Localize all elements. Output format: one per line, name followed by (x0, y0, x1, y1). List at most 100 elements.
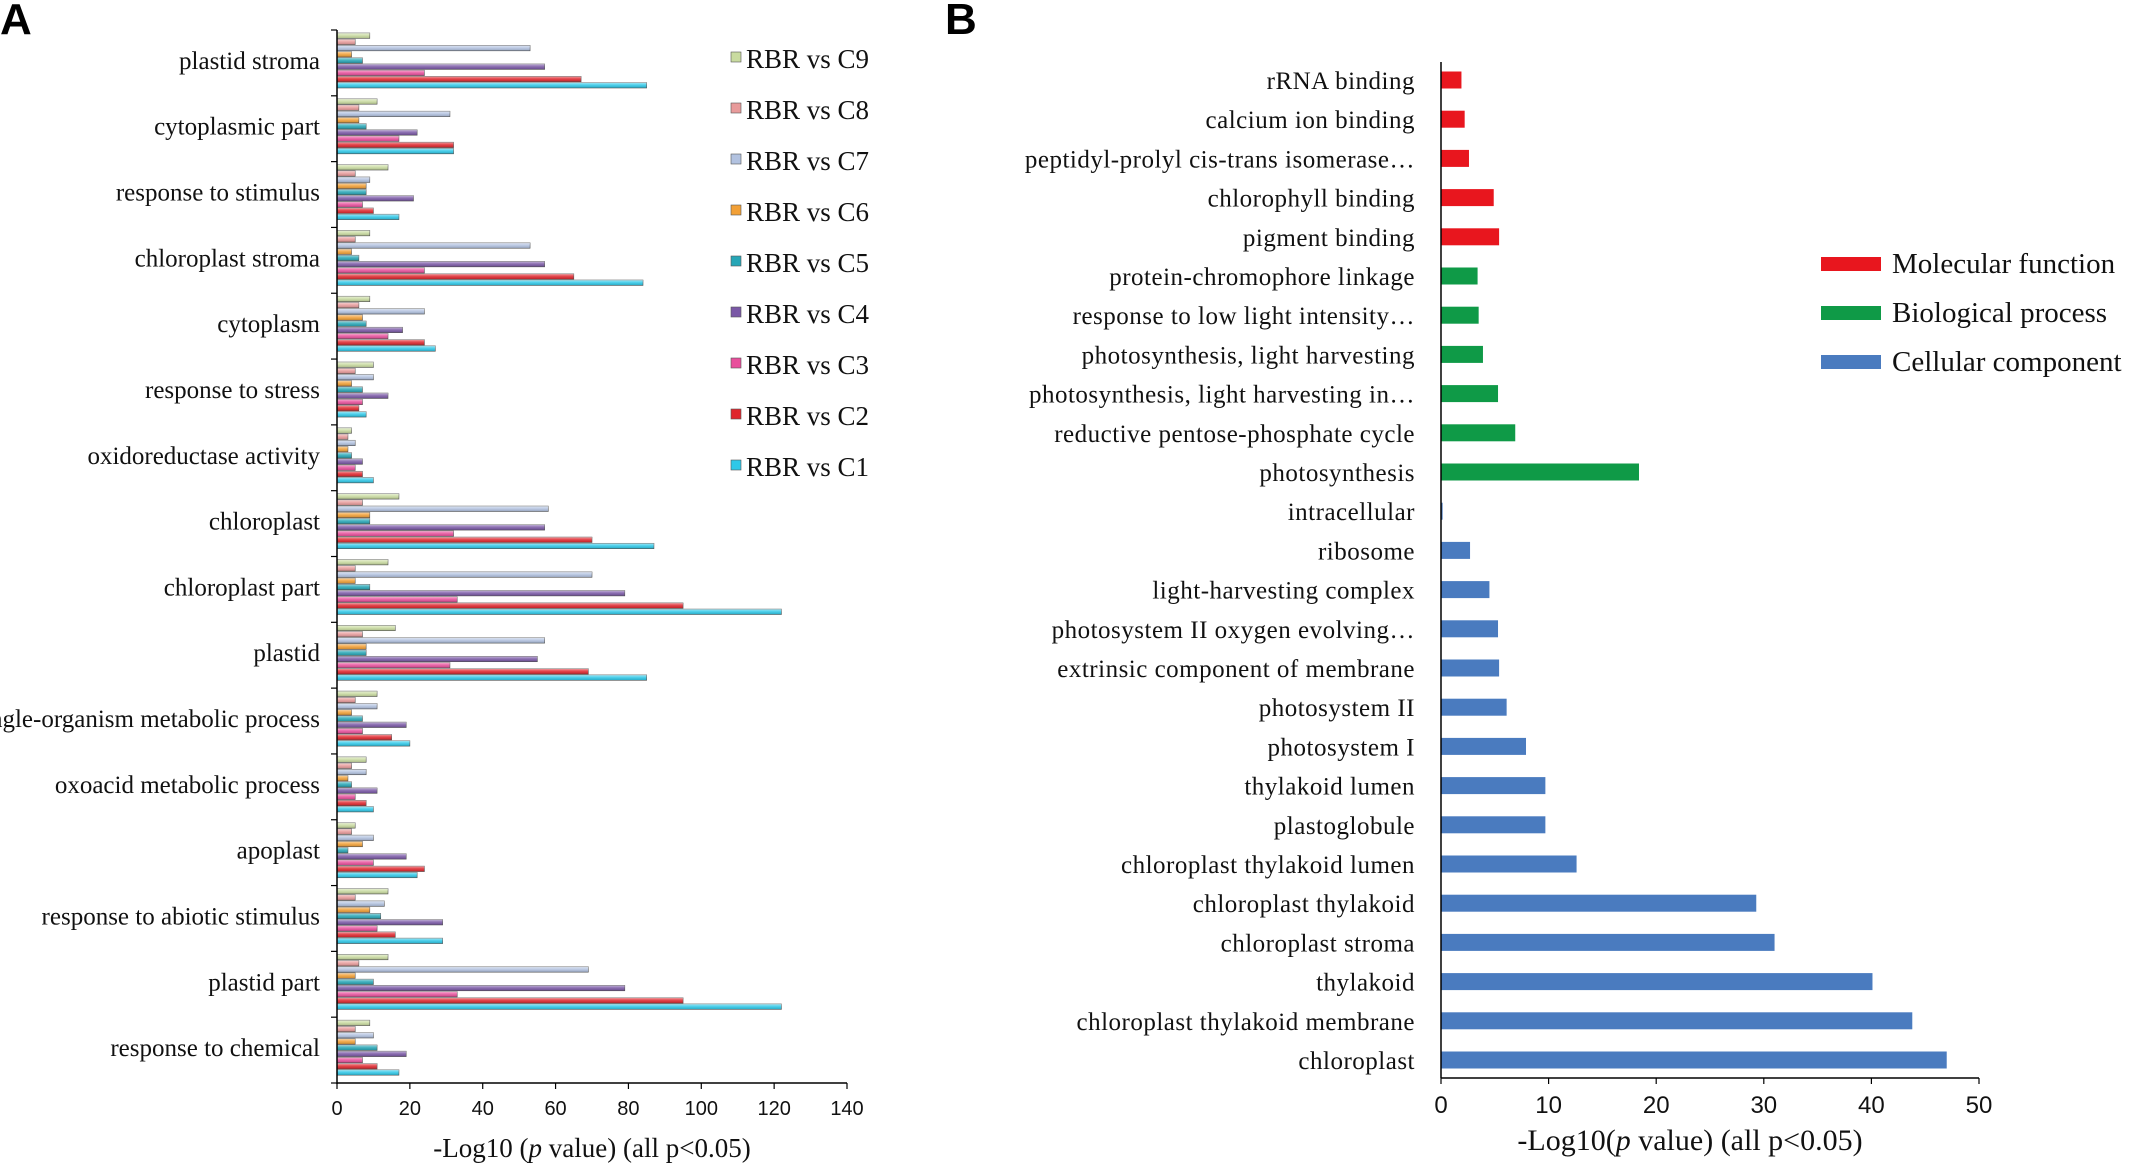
a-category-response-to-stimulus: response to stimulus (116, 164, 414, 220)
a-category-cytoplasm: cytoplasm (217, 295, 436, 352)
a-bar-highlight (337, 822, 356, 829)
a-bar-highlight (337, 722, 407, 728)
a-bar-highlight (337, 691, 378, 697)
a-bar-highlight (337, 602, 684, 609)
b-x-tick-label: 10 (1535, 1092, 1562, 1119)
b-row-peptidyl-prolyl-cis-trans-isomerase: peptidyl-prolyl cis-trans isomerase… (1025, 146, 1469, 173)
a-category-label: plastid (253, 640, 320, 667)
a-bar-highlight (337, 781, 352, 788)
a-bar-highlight (337, 1003, 782, 1010)
b-legend-swatch (1821, 355, 1881, 369)
a-legend-label: RBR vs C7 (746, 146, 869, 176)
a-bar-highlight (337, 393, 388, 399)
a-category-response-to-stress: response to stress (145, 361, 389, 418)
a-bar-highlight (337, 164, 388, 171)
a-bar-highlight (337, 1057, 363, 1063)
a-bar-highlight (337, 45, 531, 51)
a-bar-highlight (337, 524, 545, 531)
a-bar-highlight (337, 512, 370, 518)
b-bar-peptidyl-prolyl-cis-trans-isomerase (1441, 149, 1469, 167)
b-row-rrna-binding: rRNA binding (1267, 68, 1462, 95)
a-bar-highlight (337, 405, 359, 411)
a-bar-highlight (337, 584, 370, 590)
a-category-cytoplasmic-part: cytoplasmic part (154, 98, 454, 155)
a-x-axis-title: -Log10 (p value) (all p<0.05) (433, 1133, 750, 1163)
b-legend-label: Cellular component (1892, 346, 2122, 378)
a-bar-highlight (337, 261, 545, 267)
b-bar-photosystem-ii (1441, 698, 1507, 716)
b-row-chloroplast-thylakoid: chloroplast thylakoid (1193, 891, 1757, 918)
a-bar-highlight (337, 985, 625, 991)
b-bar-thylakoid-lumen (1441, 777, 1546, 795)
a-x-tick-label: 100 (685, 1098, 718, 1120)
b-legend-swatch (1821, 257, 1881, 271)
a-category-label: response to stress (145, 377, 320, 404)
panel-b-chart: rRNA binding calcium ion binding peptidyl-… (1025, 62, 2122, 1157)
a-category-plastid-part: plastid part (208, 954, 782, 1010)
a-bar-highlight (337, 1069, 399, 1076)
b-bar-photosynthesis-light-harvesting (1441, 345, 1483, 363)
a-bar-highlight (337, 280, 643, 286)
b-x-tick-label: 50 (1966, 1092, 1993, 1119)
a-bar-highlight (337, 499, 363, 506)
b-bar-light-harvesting-complex (1441, 581, 1490, 599)
a-bar-highlight (337, 866, 425, 872)
a-bar-highlight (337, 925, 378, 932)
a-bar-highlight (337, 1063, 378, 1069)
a-legend-label: RBR vs C6 (746, 197, 869, 227)
a-legend-label: RBR vs C2 (746, 401, 869, 431)
a-bar-highlight (337, 399, 363, 405)
a-bar-highlight (337, 57, 363, 64)
a-bar-highlight (337, 913, 381, 919)
b-category-label: thylakoid (1316, 970, 1415, 997)
a-bar-highlight (337, 195, 414, 202)
b-row-pigment-binding: pigment binding (1243, 225, 1500, 252)
b-category-label: chloroplast thylakoid (1193, 891, 1415, 918)
a-bar-highlight (337, 565, 356, 572)
a-category-apoplast: apoplast (237, 822, 425, 879)
b-row-response-to-low-light-intensity: response to low light intensity… (1073, 303, 1479, 330)
a-x-tick-label: 140 (830, 1098, 863, 1120)
a-bar-highlight (337, 170, 356, 177)
a-bar-highlight (337, 386, 363, 393)
a-bar-highlight (337, 308, 425, 315)
a-bar-highlight (337, 715, 363, 722)
a-legend-item-rbr-vs-c5: RBR vs C5 (730, 248, 869, 278)
b-row-reductive-pentose-phosphate-cycle: reductive pentose-phosphate cycle (1054, 421, 1516, 448)
a-bar-highlight (337, 477, 374, 483)
a-bar-highlight (337, 117, 359, 123)
a-bar-highlight (337, 506, 549, 512)
a-legend-swatch (730, 357, 742, 369)
a-bar-highlight (337, 201, 363, 208)
a-legend-label: RBR vs C1 (746, 452, 869, 482)
a-bar-highlight (337, 111, 450, 117)
a-x-tick-label: 80 (617, 1098, 639, 1120)
b-category-label: ribosome (1318, 538, 1415, 565)
a-bar-highlight (337, 763, 352, 769)
a-bar-highlight (337, 452, 352, 459)
b-category-label: response to low light intensity… (1073, 303, 1415, 330)
a-category-response-to-abiotic-stimulus: response to abiotic stimulus (42, 888, 443, 944)
panel-a-letter: A (0, 0, 32, 44)
panel-b-letter: B (945, 0, 977, 44)
a-legend-label: RBR vs C5 (746, 248, 869, 278)
b-legend-label: Biological process (1892, 297, 2107, 329)
a-bar-highlight (337, 841, 363, 847)
a-bar-highlight (337, 1051, 407, 1057)
a-bar-highlight (337, 954, 388, 960)
a-bar-highlight (337, 440, 356, 446)
a-bar-highlight (337, 578, 356, 584)
a-bar-highlight (337, 806, 374, 812)
a-bar-highlight (337, 888, 388, 894)
a-bar-highlight (337, 123, 367, 130)
a-bar-highlight (337, 76, 582, 82)
a-bar-highlight (337, 662, 450, 668)
a-bar-highlight (337, 267, 425, 274)
a-category-single-organism-metabolic-process: single-organism metabolic process (0, 690, 411, 747)
a-category-label: single-organism metabolic process (0, 706, 320, 733)
a-bar-highlight (337, 625, 396, 631)
a-bar-highlight (337, 631, 363, 637)
b-bar-extrinsic-component-of-membrane (1441, 659, 1500, 677)
a-legend-label: RBR vs C8 (746, 95, 869, 125)
b-row-chloroplast: chloroplast (1298, 1048, 1947, 1075)
